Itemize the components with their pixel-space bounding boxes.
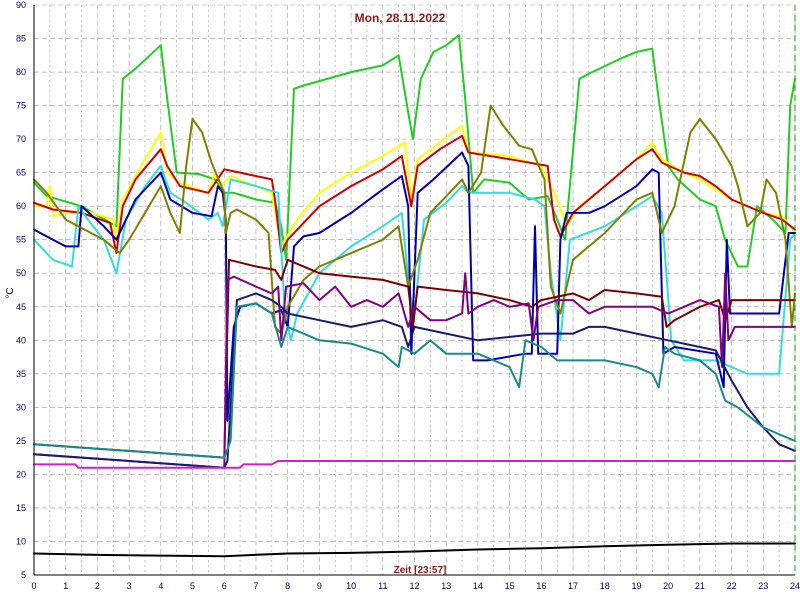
series-line-10 xyxy=(33,302,796,459)
x-tick-label: 14 xyxy=(473,581,483,591)
x-tick-label: 18 xyxy=(600,581,610,591)
x-tick-label: 3 xyxy=(127,581,132,591)
x-axis-label: Zeit [23:57] xyxy=(394,565,447,576)
y-tick-label: 5 xyxy=(21,570,26,580)
x-tick-label: 23 xyxy=(758,581,768,591)
y-tick-labels: 5 10 15 20 25 30 35 40 45 50 55 60 65 70 75 80 85 90 xyxy=(16,0,26,580)
series-line-6 xyxy=(33,104,796,335)
x-tick-label: 11 xyxy=(378,581,387,591)
x-tick-label: 19 xyxy=(631,581,641,591)
y-axis-label: °C xyxy=(5,287,16,298)
x-tick-label: 6 xyxy=(222,581,227,591)
y-tick-label: 90 xyxy=(16,0,26,10)
x-tick-label: 5 xyxy=(190,581,195,591)
x-tick-label: 8 xyxy=(285,581,290,591)
series-line-1 xyxy=(33,34,796,268)
series-line-2 xyxy=(33,124,796,248)
x-tick-label: 2 xyxy=(95,581,100,591)
y-tick-label: 55 xyxy=(16,235,26,245)
x-tick-label: 22 xyxy=(727,581,737,591)
x-tick-labels: 0 1 2 3 4 5 6 7 8 9 10 11 12 13 14 15 16 17 18 19 20 21 22 23 24 xyxy=(31,581,800,591)
x-tick-label: 1 xyxy=(63,581,68,591)
y-tick-label: 70 xyxy=(16,134,26,144)
series-group xyxy=(33,34,796,558)
y-tick-label: 25 xyxy=(16,436,26,446)
y-tick-label: 80 xyxy=(16,67,26,77)
chart-title: Mon, 28.11.2022 xyxy=(355,11,446,25)
grid xyxy=(33,4,796,576)
series-line-9 xyxy=(33,292,796,469)
x-tick-label: 21 xyxy=(695,581,705,591)
x-tick-label: 7 xyxy=(253,581,258,591)
series-line-5 xyxy=(33,151,796,422)
x-tick-label: 17 xyxy=(568,581,578,591)
y-tick-label: 45 xyxy=(16,302,26,312)
y-tick-label: 35 xyxy=(16,369,26,379)
x-tick-label: 10 xyxy=(346,581,356,591)
y-tick-label: 15 xyxy=(16,503,26,513)
x-tick-label: 12 xyxy=(409,581,419,591)
y-tick-label: 65 xyxy=(16,168,26,178)
series-line-3 xyxy=(33,134,796,255)
x-tick-label: 9 xyxy=(317,581,322,591)
y-tick-label: 75 xyxy=(16,101,26,111)
x-tick-label: 15 xyxy=(505,581,515,591)
series-line-11 xyxy=(33,460,796,469)
x-tick-label: 20 xyxy=(663,581,673,591)
y-tick-label: 40 xyxy=(16,335,26,345)
series-line-8 xyxy=(33,272,796,469)
x-tick-label: 0 xyxy=(31,581,36,591)
series-line-12 xyxy=(33,542,796,558)
y-tick-label: 60 xyxy=(16,201,26,211)
y-tick-label: 50 xyxy=(16,268,26,278)
x-tick-label: 13 xyxy=(441,581,451,591)
series-line-7 xyxy=(33,258,796,459)
y-tick-label: 30 xyxy=(16,402,26,412)
y-tick-label: 85 xyxy=(16,34,26,44)
y-tick-label: 20 xyxy=(16,469,26,479)
x-tick-label: 16 xyxy=(536,581,546,591)
x-tick-label: 24 xyxy=(790,581,800,591)
y-tick-label: 10 xyxy=(16,536,26,546)
x-tick-label: 4 xyxy=(158,581,163,591)
